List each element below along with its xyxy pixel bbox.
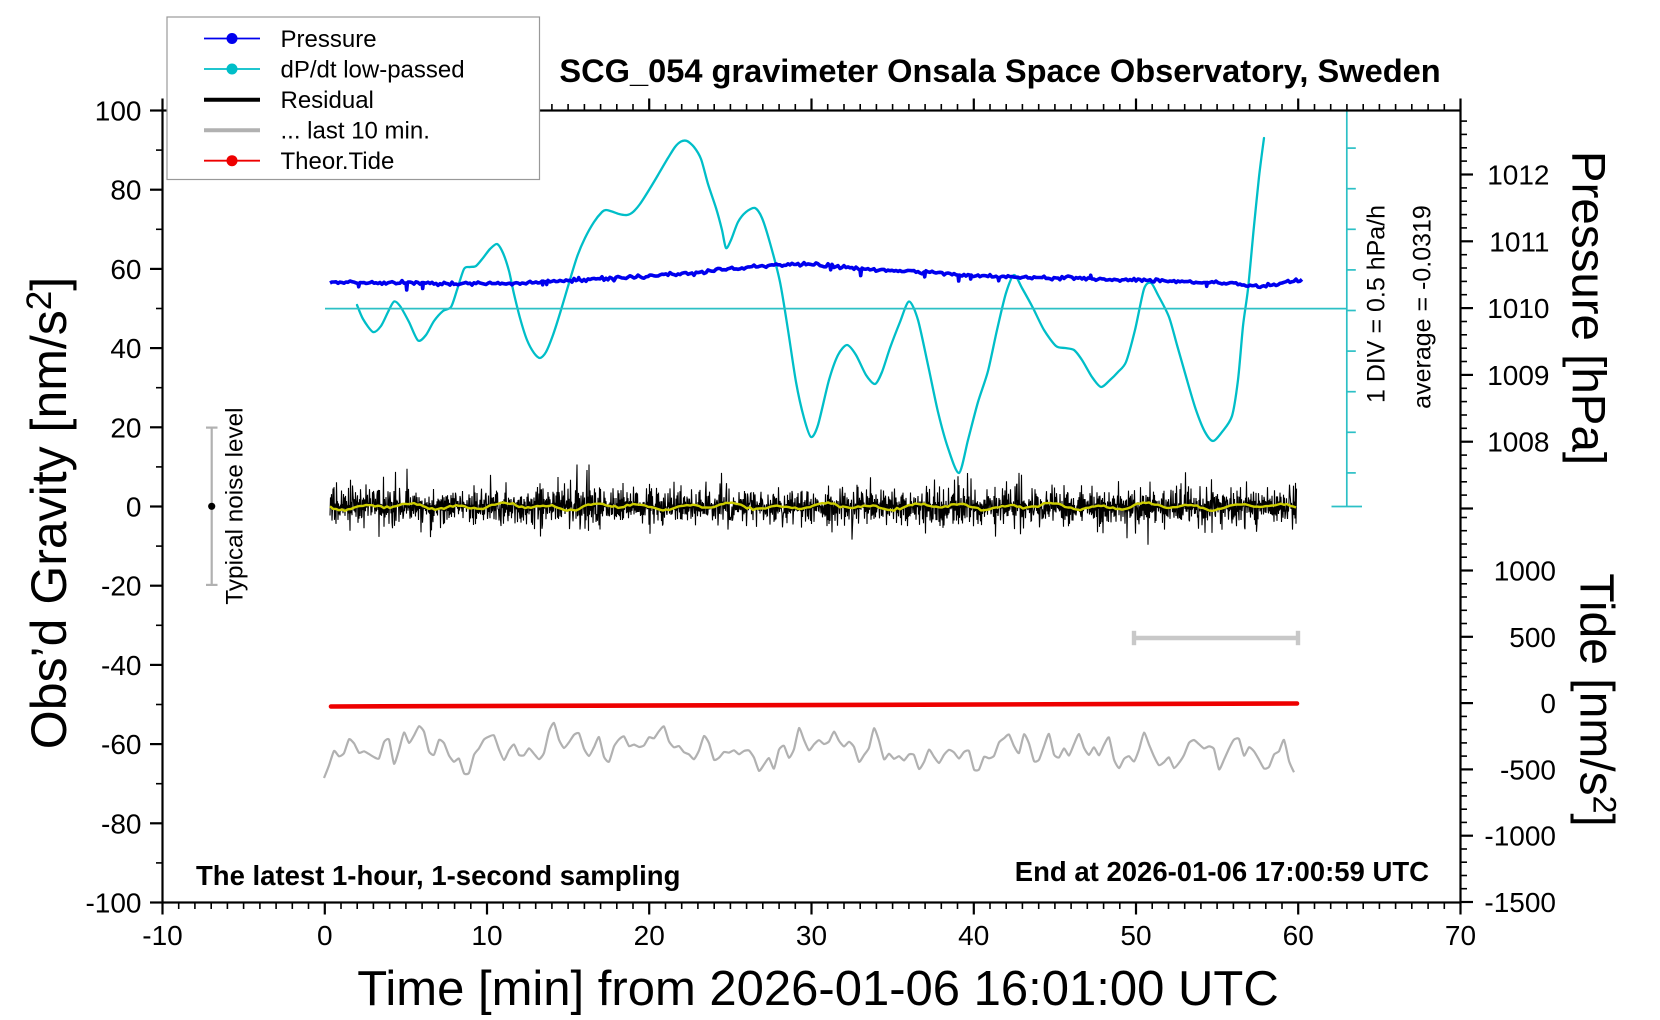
svg-text:1000: 1000 bbox=[1494, 556, 1556, 587]
svg-text:-40: -40 bbox=[101, 650, 141, 681]
svg-text:-10: -10 bbox=[142, 920, 182, 951]
svg-text:Theor.Tide: Theor.Tide bbox=[281, 148, 395, 175]
svg-text:-1000: -1000 bbox=[1484, 821, 1556, 852]
svg-text:... last 10 min.: ... last 10 min. bbox=[281, 118, 430, 145]
svg-text:Obs’d Gravity [nm/s2]: Obs’d Gravity [nm/s2] bbox=[20, 277, 77, 749]
svg-text:60: 60 bbox=[1283, 920, 1314, 951]
svg-text:40: 40 bbox=[110, 333, 141, 364]
svg-text:30: 30 bbox=[796, 920, 827, 951]
svg-text:Tide [nm/s2]: Tide [nm/s2] bbox=[1570, 573, 1623, 826]
svg-text:Time [min] from 2026-01-06 16:: Time [min] from 2026-01-06 16:01:00 UTC bbox=[357, 962, 1278, 1016]
svg-text:50: 50 bbox=[1120, 920, 1151, 951]
svg-text:-1500: -1500 bbox=[1484, 887, 1556, 918]
svg-text:SCG_054 gravimeter Onsala Spac: SCG_054 gravimeter Onsala Space Observat… bbox=[559, 52, 1440, 89]
svg-text:70: 70 bbox=[1445, 920, 1476, 951]
svg-text:40: 40 bbox=[958, 920, 989, 951]
svg-text:The latest 1-hour, 1-second sa: The latest 1-hour, 1-second sampling bbox=[196, 860, 680, 891]
svg-text:20: 20 bbox=[110, 412, 141, 443]
svg-text:20: 20 bbox=[634, 920, 665, 951]
svg-text:1010: 1010 bbox=[1487, 293, 1549, 324]
svg-text:-100: -100 bbox=[85, 888, 141, 919]
svg-text:-500: -500 bbox=[1500, 754, 1556, 785]
svg-text:0: 0 bbox=[317, 920, 333, 951]
svg-text:Residual: Residual bbox=[281, 87, 374, 114]
svg-text:average = -0.0319: average = -0.0319 bbox=[1409, 205, 1437, 409]
svg-text:0: 0 bbox=[126, 492, 142, 523]
svg-text:0: 0 bbox=[1540, 688, 1556, 719]
svg-text:End at 2026-01-06 17:00:59 UTC: End at 2026-01-06 17:00:59 UTC bbox=[1015, 856, 1429, 887]
svg-text:500: 500 bbox=[1509, 622, 1556, 653]
svg-text:1008: 1008 bbox=[1487, 427, 1549, 458]
svg-text:Pressure: Pressure bbox=[281, 26, 377, 53]
svg-text:1012: 1012 bbox=[1487, 160, 1549, 191]
svg-text:Pressure [hPa]: Pressure [hPa] bbox=[1562, 151, 1615, 465]
svg-text:1011: 1011 bbox=[1489, 226, 1549, 257]
svg-text:80: 80 bbox=[110, 175, 141, 206]
svg-text:Typical noise level: Typical noise level bbox=[222, 407, 249, 604]
svg-text:dP/dt low-passed: dP/dt low-passed bbox=[281, 57, 465, 84]
svg-text:-80: -80 bbox=[101, 808, 141, 839]
svg-text:1 DIV = 0.5 hPa/h: 1 DIV = 0.5 hPa/h bbox=[1363, 205, 1391, 403]
svg-text:60: 60 bbox=[110, 254, 141, 285]
svg-text:10: 10 bbox=[471, 920, 502, 951]
svg-text:100: 100 bbox=[95, 96, 142, 127]
svg-text:1009: 1009 bbox=[1487, 360, 1549, 391]
svg-text:-60: -60 bbox=[101, 729, 141, 760]
svg-text:-20: -20 bbox=[101, 571, 141, 602]
